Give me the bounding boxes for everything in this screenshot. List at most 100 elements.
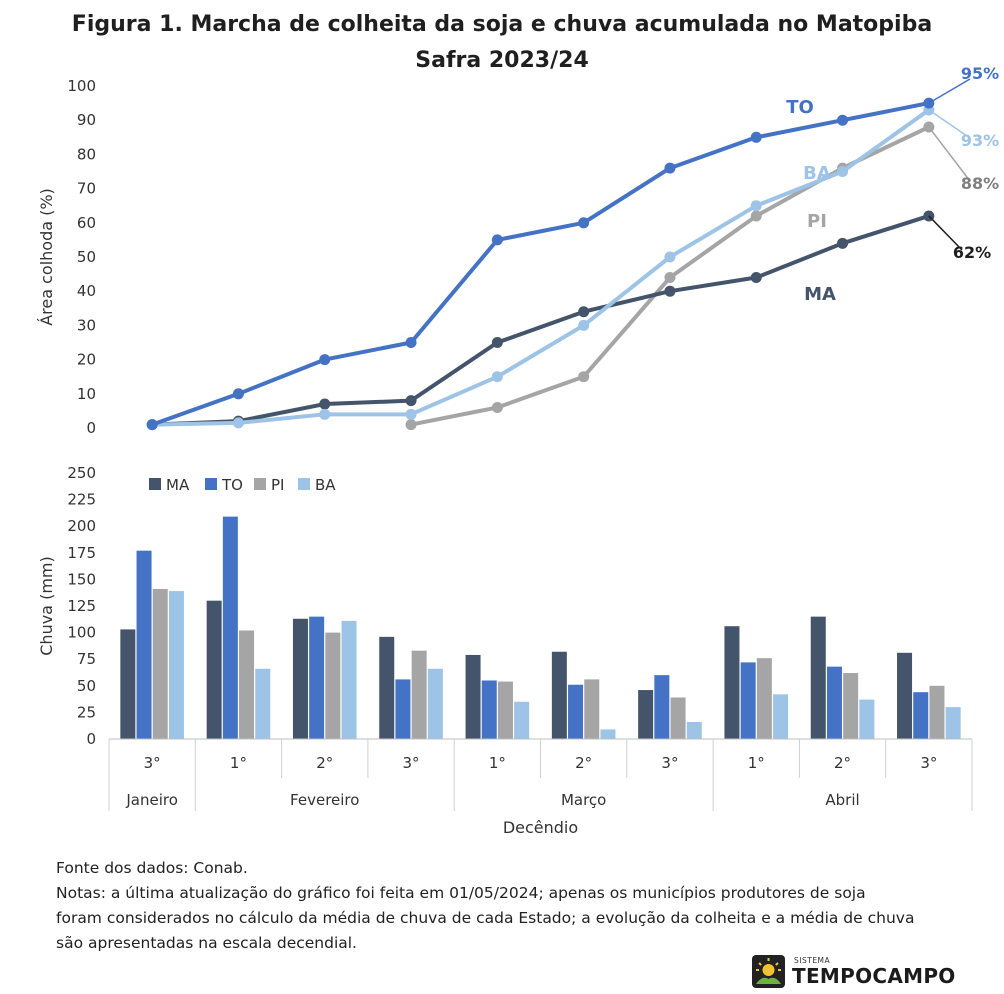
data-point-to [578,217,590,229]
series-line-to [150,101,931,427]
data-point-ma [837,237,849,249]
data-point-ba [750,200,762,212]
leader-line-ma [928,215,963,251]
bar-ma [638,690,654,739]
bar-to [826,666,842,739]
data-point-ma [578,306,590,318]
bar-y-tick-label: 225 [67,491,96,509]
data-point-to [146,419,158,431]
bar-ma [897,652,913,739]
bar-to [136,550,152,739]
sun-leaf-icon [752,955,785,988]
data-point-to [232,388,244,400]
x-tick-label: 1° [230,754,247,772]
leader-line-pi [928,126,971,182]
line-y-tick-label: 10 [77,385,96,403]
month-label: Janeiro [125,791,178,809]
bar-ma [120,629,136,739]
series-name-label-ba: BA [803,163,831,184]
logo-brand-text: TEMPOCAMPO [792,964,956,988]
data-point-pi [750,210,762,222]
legend-label-ma: MA [166,476,190,494]
line-y-tick-label: 40 [77,282,96,300]
leader-line-to [928,78,971,104]
bar-to [913,692,929,739]
bar-y-tick-label: 75 [77,650,96,668]
line-y-tick-label: 70 [77,180,96,198]
data-point-ma [750,272,762,284]
series-line-ma [150,213,931,427]
month-label: Abril [825,791,859,809]
bar-pi [756,658,772,739]
data-point-pi [578,371,590,383]
line-y-tick-label: 0 [86,419,96,437]
bar-to [568,684,584,739]
footer-notes: Fonte dos dados: Conab. Notas: a última … [56,856,976,956]
leader-line-ba [928,109,971,139]
data-point-ba [491,371,503,383]
data-point-ba [837,166,849,177]
line-y-tick-label: 50 [77,248,96,266]
bar-y-axis-label: Chuva (mm) [37,556,56,655]
bar-to [222,516,238,739]
bar-ma [206,600,222,739]
tempocampo-logo: SISTEMA TEMPOCAMPO [752,955,955,989]
line-y-tick-label: 100 [67,77,96,95]
bar-ma [465,654,481,739]
data-point-ba [319,408,331,420]
bar-to [395,679,411,739]
data-point-to [405,337,417,348]
month-label: Março [561,791,606,809]
line-y-tick-label: 60 [77,214,96,232]
bar-pi [325,632,341,739]
bar-ba [168,591,184,739]
bar-y-tick-label: 25 [77,703,96,721]
bar-y-tick-label: 100 [67,624,96,642]
bar-ba [255,668,271,739]
x-tick-label: 1° [489,754,506,772]
notes-line-1: Notas: a última atualização do gráfico f… [56,884,866,902]
line-y-tick-label: 90 [77,111,96,129]
series-name-label-ma: MA [804,284,836,305]
bar-ba [600,729,616,739]
data-point-ba [578,319,590,331]
bar-y-tick-label: 0 [86,730,96,748]
bar-ba [859,699,875,739]
end-value-label-pi: 88% [961,174,999,193]
bar-to [654,675,670,739]
data-point-ba [232,417,244,429]
bar-ba [773,694,789,739]
bar-pi [239,630,255,739]
end-value-label-to: 95% [961,64,999,83]
data-point-pi [664,272,676,284]
line-y-tick-label: 20 [77,351,96,369]
month-label: Fevereiro [290,791,359,809]
bar-y-tick-label: 125 [67,597,96,615]
bar-pi [670,697,686,739]
bar-to [309,616,325,739]
bar-pi [584,679,600,739]
data-point-pi [405,419,417,431]
bar-to [481,680,497,739]
chart-title-line-2: Safra 2023/24 [415,48,589,73]
bar-pi [152,588,168,739]
bar-y-tick-label: 150 [67,570,96,588]
bar-ma [379,636,395,739]
bar-y-tick-label: 200 [67,517,96,535]
bar-ma [810,616,826,739]
data-point-ma [491,337,503,348]
legend-label-pi: PI [271,476,284,494]
end-value-label-ba: 93% [961,131,999,150]
bar-pi [929,685,945,739]
bar-ma [292,618,308,739]
series-name-label-pi: PI [807,211,827,232]
end-value-label-ma: 62% [953,243,991,262]
x-tick-label: 2° [834,754,851,772]
bar-ba [341,620,357,739]
notes-line-2: foram considerados no cálculo da média d… [56,909,915,927]
chart-title-line-1: Figura 1. Marcha de colheita da soja e c… [71,12,933,37]
data-point-to [837,114,849,126]
x-tick-label: 3° [403,754,420,772]
x-tick-label: 3° [920,754,937,772]
x-tick-label: 3° [661,754,678,772]
